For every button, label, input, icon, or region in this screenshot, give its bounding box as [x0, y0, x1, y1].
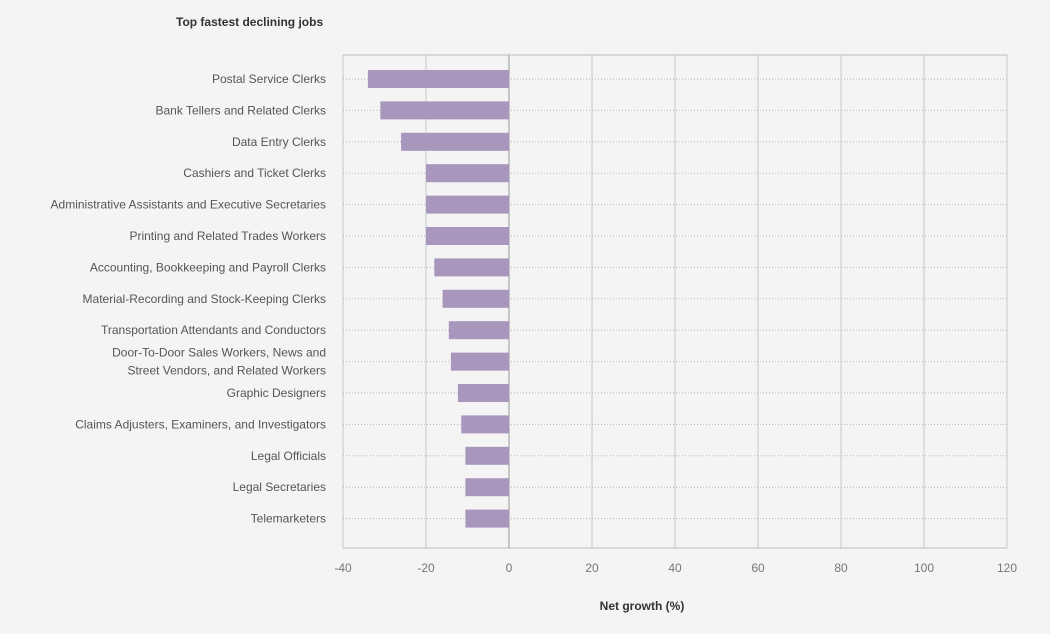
x-tick-label: 40 — [668, 561, 682, 575]
category-label: Postal Service Clerks — [212, 72, 326, 86]
chart-title: Top fastest declining jobs — [176, 15, 324, 29]
category-label: Door-To-Door Sales Workers, News and — [112, 346, 326, 360]
x-tick-label: 60 — [751, 561, 765, 575]
category-label: Graphic Designers — [227, 386, 326, 400]
bar — [367, 70, 509, 88]
category-label: Accounting, Bookkeeping and Payroll Cler… — [90, 260, 326, 274]
bar — [380, 101, 509, 120]
x-tick-label: -40 — [334, 561, 352, 575]
bar — [426, 195, 509, 214]
x-tick-label: 120 — [997, 561, 1017, 575]
bar — [465, 478, 509, 497]
bar — [448, 321, 509, 340]
bar — [442, 289, 509, 308]
category-label: Transportation Attendants and Conductors — [101, 323, 326, 337]
bar — [450, 352, 509, 371]
x-tick-label: 0 — [506, 561, 513, 575]
category-label: Street Vendors, and Related Workers — [127, 364, 326, 378]
x-tick-label: 100 — [914, 561, 934, 575]
bar — [465, 509, 509, 528]
category-label: Legal Officials — [251, 449, 326, 463]
category-label: Legal Secretaries — [233, 480, 326, 494]
x-axis-label: Net growth (%) — [599, 599, 685, 613]
x-tick-label: -20 — [417, 561, 435, 575]
bar — [426, 164, 509, 183]
bar — [461, 415, 509, 434]
x-tick-label: 80 — [834, 561, 848, 575]
category-label: Bank Tellers and Related Clerks — [155, 103, 326, 117]
bar — [401, 132, 509, 151]
category-label: Telemarketers — [251, 512, 326, 526]
x-tick-label: 20 — [585, 561, 599, 575]
bar — [426, 227, 509, 245]
category-label: Printing and Related Trades Workers — [129, 229, 326, 243]
bar — [457, 384, 509, 402]
category-label: Material-Recording and Stock-Keeping Cle… — [83, 292, 326, 306]
category-label: Data Entry Clerks — [232, 135, 326, 149]
category-label: Claims Adjusters, Examiners, and Investi… — [75, 417, 326, 431]
category-label: Cashiers and Ticket Clerks — [183, 166, 326, 180]
bar — [465, 446, 509, 465]
category-label: Administrative Assistants and Executive … — [51, 198, 326, 212]
bar — [434, 258, 509, 277]
